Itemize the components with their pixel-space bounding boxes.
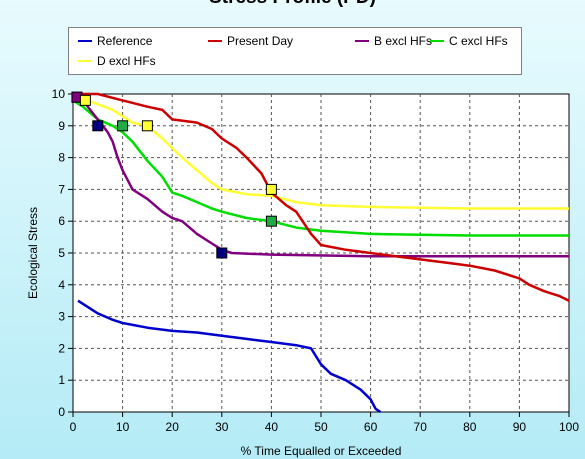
legend-swatch bbox=[430, 40, 444, 42]
axis-ticks: 0 10 20 30 40 50 60 70 80 90 100 0 1 2 3 4 5 6 7 8 9 10 bbox=[52, 87, 580, 434]
data-marker bbox=[265, 215, 277, 227]
x-tick-label: 10 bbox=[116, 420, 130, 434]
x-tick-label: 60 bbox=[364, 420, 378, 434]
y-tick-label: 9 bbox=[58, 119, 65, 133]
x-tick-label: 100 bbox=[559, 420, 579, 434]
point-markers bbox=[71, 91, 277, 259]
legend: Reference Present Day B excl HFs C excl HFs… bbox=[68, 27, 522, 75]
y-tick-label: 8 bbox=[58, 151, 65, 165]
y-tick-label: 7 bbox=[58, 182, 65, 196]
y-tick-label: 10 bbox=[52, 87, 66, 101]
grid-lines bbox=[73, 94, 569, 412]
legend-label: Reference bbox=[97, 34, 153, 48]
x-tick-label: 40 bbox=[265, 420, 279, 434]
y-axis-title: Ecological Stress bbox=[26, 207, 40, 299]
y-tick-label: 3 bbox=[58, 310, 65, 324]
series-line-b-excl-hfs bbox=[72, 92, 569, 258]
x-tick-label: 80 bbox=[463, 420, 477, 434]
legend-label: C excl HFs bbox=[449, 34, 508, 48]
data-marker bbox=[216, 247, 228, 259]
data-marker bbox=[265, 183, 277, 195]
legend-swatch bbox=[78, 60, 92, 62]
data-marker bbox=[92, 120, 104, 132]
series-line-present-day bbox=[73, 92, 570, 302]
legend-label: B excl HFs bbox=[374, 34, 433, 48]
series-line-c-excl-hfs bbox=[72, 99, 569, 237]
chart-title: Stress Profile (PD) bbox=[0, 0, 585, 9]
legend-label: D excl HFs bbox=[97, 54, 156, 68]
y-tick-label: 6 bbox=[58, 214, 65, 228]
legend-item: D excl HFs bbox=[78, 53, 156, 69]
data-marker bbox=[79, 94, 91, 106]
x-tick-label: 90 bbox=[513, 420, 527, 434]
x-axis-title: % Time Equalled or Exceeded bbox=[241, 444, 402, 458]
data-marker bbox=[117, 120, 129, 132]
legend-item: C excl HFs bbox=[430, 33, 508, 49]
y-tick-label: 5 bbox=[58, 246, 65, 260]
y-tick-label: 1 bbox=[58, 373, 65, 387]
x-tick-label: 50 bbox=[314, 420, 328, 434]
y-tick-label: 4 bbox=[58, 278, 65, 292]
legend-label: Present Day bbox=[227, 34, 294, 48]
x-tick-label: 30 bbox=[215, 420, 229, 434]
y-tick-label: 2 bbox=[58, 341, 65, 355]
legend-item: B excl HFs bbox=[355, 33, 432, 49]
x-tick-label: 70 bbox=[414, 420, 428, 434]
series-line-reference bbox=[77, 299, 382, 414]
data-marker bbox=[141, 120, 153, 132]
y-tick-label: 0 bbox=[58, 405, 65, 419]
legend-item: Reference bbox=[78, 33, 152, 49]
series-lines bbox=[72, 92, 570, 414]
legend-swatch bbox=[208, 40, 222, 42]
x-tick-label: 0 bbox=[70, 420, 77, 434]
series-line-d-excl-hfs bbox=[73, 99, 569, 210]
legend-item: Present Day bbox=[208, 33, 293, 49]
legend-swatch bbox=[355, 40, 369, 42]
legend-swatch bbox=[78, 40, 92, 42]
x-tick-label: 20 bbox=[166, 420, 180, 434]
